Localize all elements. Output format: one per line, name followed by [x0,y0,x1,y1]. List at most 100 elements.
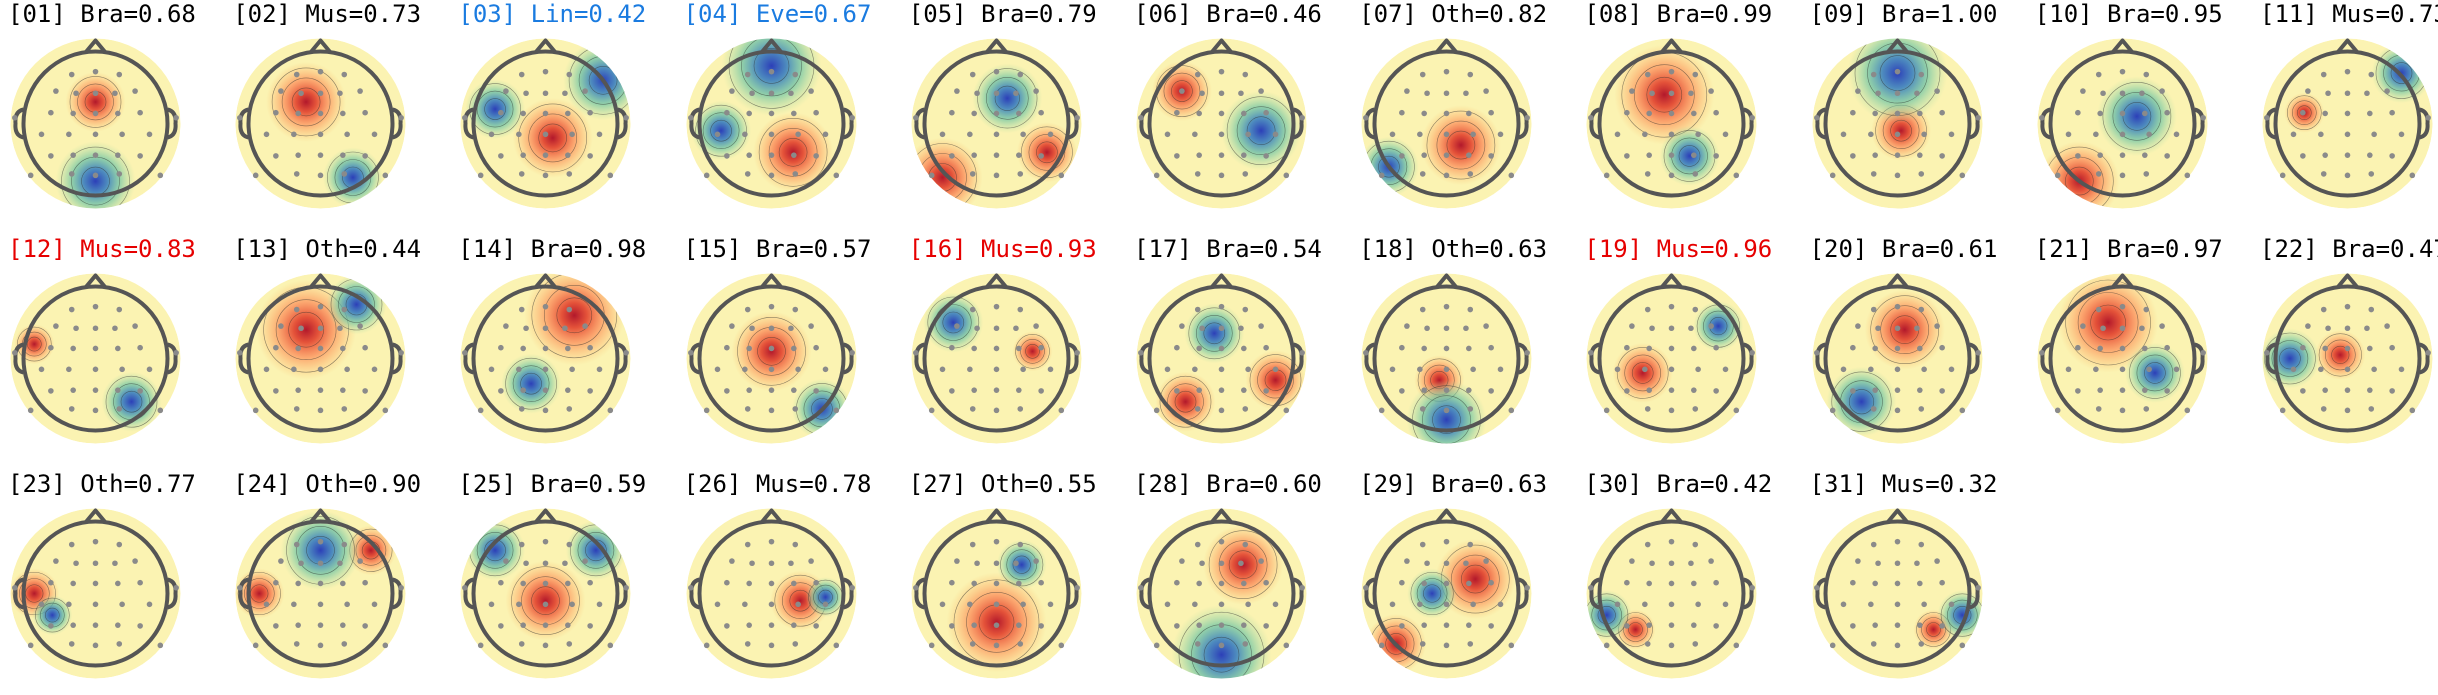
electrode-dot [1894,110,1900,117]
head-outline [1372,284,1521,433]
electrode-dot [1691,152,1698,158]
electrode-dot [2344,303,2351,310]
electrode-dot [295,622,302,628]
contour-line [1020,126,1073,179]
electrode-dot [565,580,572,587]
electrode-dot [1218,131,1225,138]
electrode-dot [1870,171,1877,177]
ear-marker [1743,107,1754,140]
electrode-dot [362,153,369,159]
electrode-dot [2074,153,2081,159]
electrode-dot [2344,345,2351,352]
electrode-dot [1604,172,1610,179]
electrode-dot [2159,323,2165,329]
electrode-dot [1467,171,1474,177]
electrode-dot [741,366,748,373]
electrode-dot [66,601,72,608]
contour-line [709,119,732,142]
electrode-dot [237,114,243,121]
contour-line [1848,389,1874,415]
electrode-dot [1417,131,1423,138]
electrode-dot [1688,325,1695,332]
electrode-dot [790,345,797,352]
nose-marker [1435,38,1459,54]
head-outline [471,519,620,668]
contour-line [1159,375,1212,428]
electrode-dot [1692,641,1699,647]
contour-line [1385,633,1408,655]
component-cell: [19] Mus=0.96 [1584,235,1809,460]
electrode-dot [1870,306,1877,313]
electrode-dot [1417,601,1423,608]
activation-hotspot [946,572,1047,673]
electrode-dot [1466,580,1472,587]
electrode-dot [2146,366,2152,373]
ear-marker [1139,342,1151,375]
electrode-dot [543,325,549,332]
electrode-dot [519,406,525,412]
electrode-dot [1813,349,1820,356]
electrode-dot [1463,90,1469,97]
electrode-dot [1420,541,1426,548]
component-cell: [23] Oth=0.77 [8,470,233,695]
ear-marker [2418,107,2430,140]
electrode-dot [344,366,351,373]
electrode-dot [1417,366,1423,373]
electrode-dot [1467,306,1474,313]
electrode-dot [298,325,305,332]
electrode-dot [812,344,819,351]
nose-marker [2335,273,2360,289]
electrode-dot [1218,90,1225,97]
ear-marker [238,342,250,375]
electrode-dot [1615,366,1621,373]
contour-line [531,586,561,615]
electrode-dot [498,153,505,159]
electrode-dot [341,406,348,412]
electrode-dot [116,71,123,78]
electrode-dot [1933,88,1940,94]
component-topomap-grid: [01] Bra=0.68 [02] Mus=0.73 [03] Lin=0.42 [… [8,0,2438,679]
electrode-dot [2095,406,2102,412]
electrode-dot [2097,387,2103,393]
electrode-dot [1196,387,1202,393]
head-outline [471,284,620,433]
electrode-dot [912,114,919,121]
head-outline [21,519,170,668]
electrode-dot [1713,109,1720,116]
electrode-dot [92,601,99,608]
electrode-dot [2079,88,2086,94]
activation-hotspot [752,112,833,193]
electrode-dot [2409,407,2416,414]
electrode-dot [382,172,389,179]
electrode-dot [1399,388,1405,394]
contour-line [1412,385,1481,444]
contour-line [288,311,325,348]
electrode-dot [2320,171,2327,177]
ear-marker [1743,342,1754,375]
electrode-dot [2425,114,2431,121]
electrode-dot [792,641,798,647]
nose-marker [1660,273,1684,289]
ear-marker [13,342,25,375]
nose-marker [83,38,108,54]
electrode-dot [1695,366,1702,373]
electrode-dot [1646,152,1653,158]
electrode-dot [993,131,1000,138]
nose-marker [2110,38,2134,54]
electrode-dot [1894,131,1900,138]
ear-marker [1589,577,1601,610]
contour-line [538,123,568,153]
electrode-dot [1443,345,1450,352]
electrode-dot [1196,622,1202,628]
electrode-dot [1733,172,1740,179]
electrode-dot [157,172,164,179]
electrode-dot [787,90,794,97]
electrode-dot [119,601,125,608]
scalp-topomap [2037,38,2208,209]
electrode-dot [1508,172,1515,179]
electrode-dot [1749,114,1756,121]
electrode-dot [1399,344,1405,351]
electrode-dot [340,580,346,587]
electrode-dot [2398,366,2405,373]
electrode-dot [1299,584,1305,591]
